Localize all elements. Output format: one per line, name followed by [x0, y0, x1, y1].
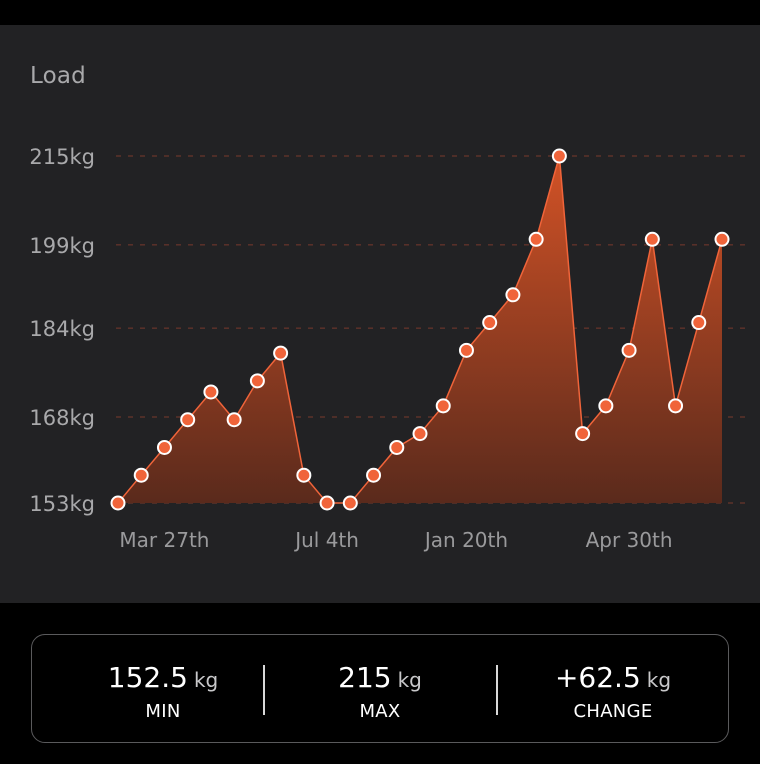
- data-point: [180, 412, 196, 428]
- data-point: [598, 398, 614, 414]
- y-tick-label: 215kg: [29, 145, 95, 169]
- stat-change-value: +62.5: [554, 661, 641, 694]
- data-point: [319, 495, 335, 511]
- data-point: [575, 426, 591, 442]
- data-point: [389, 439, 405, 455]
- data-point: [482, 315, 498, 331]
- data-points: [110, 148, 730, 511]
- x-tick-label: Apr 30th: [586, 528, 673, 552]
- data-point: [249, 373, 265, 389]
- area-series: [117, 155, 723, 504]
- x-axis-ticks: Mar 27th Jul 4th Jan 20th Apr 30th: [119, 528, 672, 552]
- chart-panel: Load 153kg 168kg 184kg 199kg 215kg Mar 27th J…: [0, 25, 760, 603]
- data-point: [668, 398, 684, 414]
- data-point: [691, 315, 707, 331]
- data-point: [458, 342, 474, 358]
- stat-divider: [263, 665, 265, 715]
- data-point: [273, 345, 289, 361]
- x-tick-label: Jan 20th: [423, 528, 508, 552]
- data-point: [644, 231, 660, 247]
- y-tick-label: 184kg: [29, 317, 95, 341]
- data-point: [156, 439, 172, 455]
- data-point: [435, 398, 451, 414]
- area-fill: [118, 156, 722, 503]
- stat-min-value: 152.5: [107, 661, 188, 694]
- load-area-chart: 153kg 168kg 184kg 199kg 215kg Mar 27th Jul 4t…: [29, 145, 745, 552]
- x-tick-label: Mar 27th: [119, 528, 209, 552]
- data-point: [621, 342, 637, 358]
- data-point: [505, 287, 521, 303]
- y-axis-ticks: 153kg 168kg 184kg 199kg 215kg: [29, 145, 95, 516]
- stat-min: 152.5 kg MIN: [47, 635, 279, 744]
- y-tick-label: 153kg: [29, 492, 95, 516]
- data-point: [412, 426, 428, 442]
- stat-max-value: 215: [338, 661, 392, 694]
- chart-title: Load: [30, 63, 86, 89]
- stat-change-unit: kg: [646, 668, 672, 692]
- y-tick-label: 199kg: [29, 234, 95, 258]
- stat-divider: [496, 665, 498, 715]
- data-point: [366, 467, 382, 483]
- x-tick-label: Jul 4th: [293, 528, 359, 552]
- data-point: [203, 384, 219, 400]
- y-tick-label: 168kg: [29, 406, 95, 430]
- data-point: [528, 231, 544, 247]
- stat-change-label: CHANGE: [573, 701, 653, 722]
- data-point: [133, 467, 149, 483]
- data-point: [714, 231, 730, 247]
- data-point: [296, 467, 312, 483]
- stats-card: 152.5 kg MIN 215 kg MAX +62.5 kg CHANGE: [31, 634, 729, 743]
- data-point: [226, 412, 242, 428]
- stat-change: +62.5 kg CHANGE: [497, 635, 729, 744]
- data-point: [342, 495, 358, 511]
- data-point: [110, 495, 126, 511]
- stat-max-unit: kg: [397, 668, 422, 692]
- stat-min-unit: kg: [193, 668, 219, 692]
- stat-max-label: MAX: [359, 701, 401, 722]
- data-point: [551, 148, 567, 164]
- stat-max: 215 kg MAX: [264, 635, 496, 744]
- stat-min-label: MIN: [145, 701, 181, 722]
